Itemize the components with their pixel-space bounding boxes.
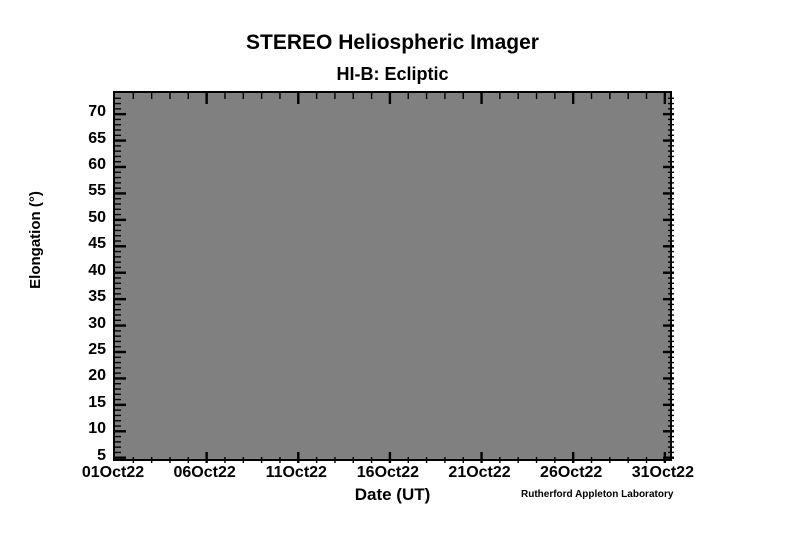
x-tick-label: 21Oct22: [448, 464, 511, 481]
y-tick-label: 15: [88, 393, 106, 411]
y-tick-label: 20: [88, 367, 106, 385]
y-axis-title: Elongation (°): [27, 191, 44, 289]
y-tick-label: 35: [88, 288, 106, 306]
y-tick-label: 65: [88, 129, 106, 147]
y-tick-label: 50: [88, 208, 106, 226]
x-axis-tick-labels: 01Oct22 06Oct22 11Oct22 16Oct22 21Oct22 26Oct…: [82, 464, 694, 486]
x-tick-label: 16Oct22: [356, 464, 420, 481]
y-tick-label: 25: [88, 341, 106, 358]
x-tick-label: 31Oct22: [631, 464, 694, 481]
x-tick-label: 01Oct22: [81, 464, 145, 481]
y-tick-label: 40: [88, 261, 106, 279]
y-tick-label: 10: [88, 420, 106, 438]
credit-label: Rutherford Appleton Laboratory: [521, 489, 674, 500]
plot-data-area: [115, 93, 670, 459]
axis-ticks: [115, 93, 674, 463]
y-tick-label: 5: [97, 446, 106, 464]
y-tick-label: 55: [88, 182, 106, 200]
x-axis-title: Date (UT): [354, 485, 431, 504]
plot-frame: [113, 91, 674, 463]
x-tick-label: 26Oct22: [540, 464, 603, 481]
page-title: STEREO Heliospheric Imager: [246, 31, 539, 54]
y-axis-tick-labels: 5 10 15 20 25 30 35 40 45 50 55 60 65 70: [60, 91, 106, 464]
y-tick-label: 45: [88, 235, 106, 253]
y-tick-label: 60: [88, 156, 106, 173]
chart-subtitle: HI-B: Ecliptic: [336, 64, 449, 84]
y-tick-label: 70: [88, 103, 106, 121]
x-tick-label: 06Oct22: [173, 464, 236, 481]
x-tick-label: 11Oct22: [265, 464, 327, 481]
y-tick-label: 30: [88, 314, 106, 332]
